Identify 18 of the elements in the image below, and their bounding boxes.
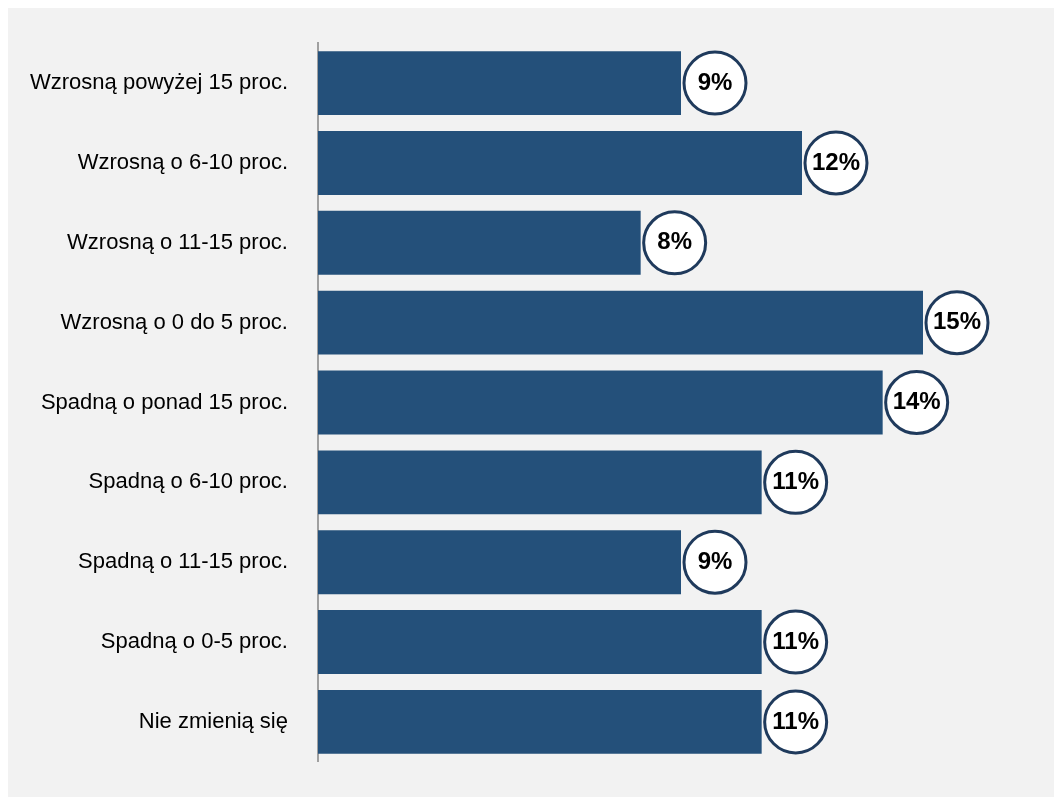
data-label: 9% — [697, 67, 733, 95]
data-label: 11% — [772, 626, 820, 654]
y-tick-label: Wzrosną o 0 do 5 proc. — [60, 308, 288, 334]
data-label: 11% — [772, 466, 820, 494]
y-tick-label: Wzrosną powyżej 15 proc. — [30, 69, 288, 95]
data-label: 12% — [811, 147, 861, 175]
y-tick-label: Wzrosną o 6-10 proc. — [77, 149, 288, 175]
data-label: 11% — [772, 706, 820, 734]
y-tick-label: Spadną o ponad 15 proc. — [40, 388, 288, 414]
y-tick-label: Nie zmienią się — [138, 707, 288, 733]
data-label: 15% — [932, 307, 982, 335]
data-label: 9% — [697, 546, 733, 574]
data-label: 14% — [892, 387, 941, 415]
data-label: 8% — [657, 227, 693, 255]
y-tick-label: Spadną o 0-5 proc. — [100, 628, 288, 654]
y-tick-label: Wzrosną o 11-15 proc. — [67, 228, 288, 254]
y-tick-label: Spadną o 6-10 proc. — [88, 468, 288, 494]
y-tick-label: Spadną o 11-15 proc. — [78, 548, 288, 574]
